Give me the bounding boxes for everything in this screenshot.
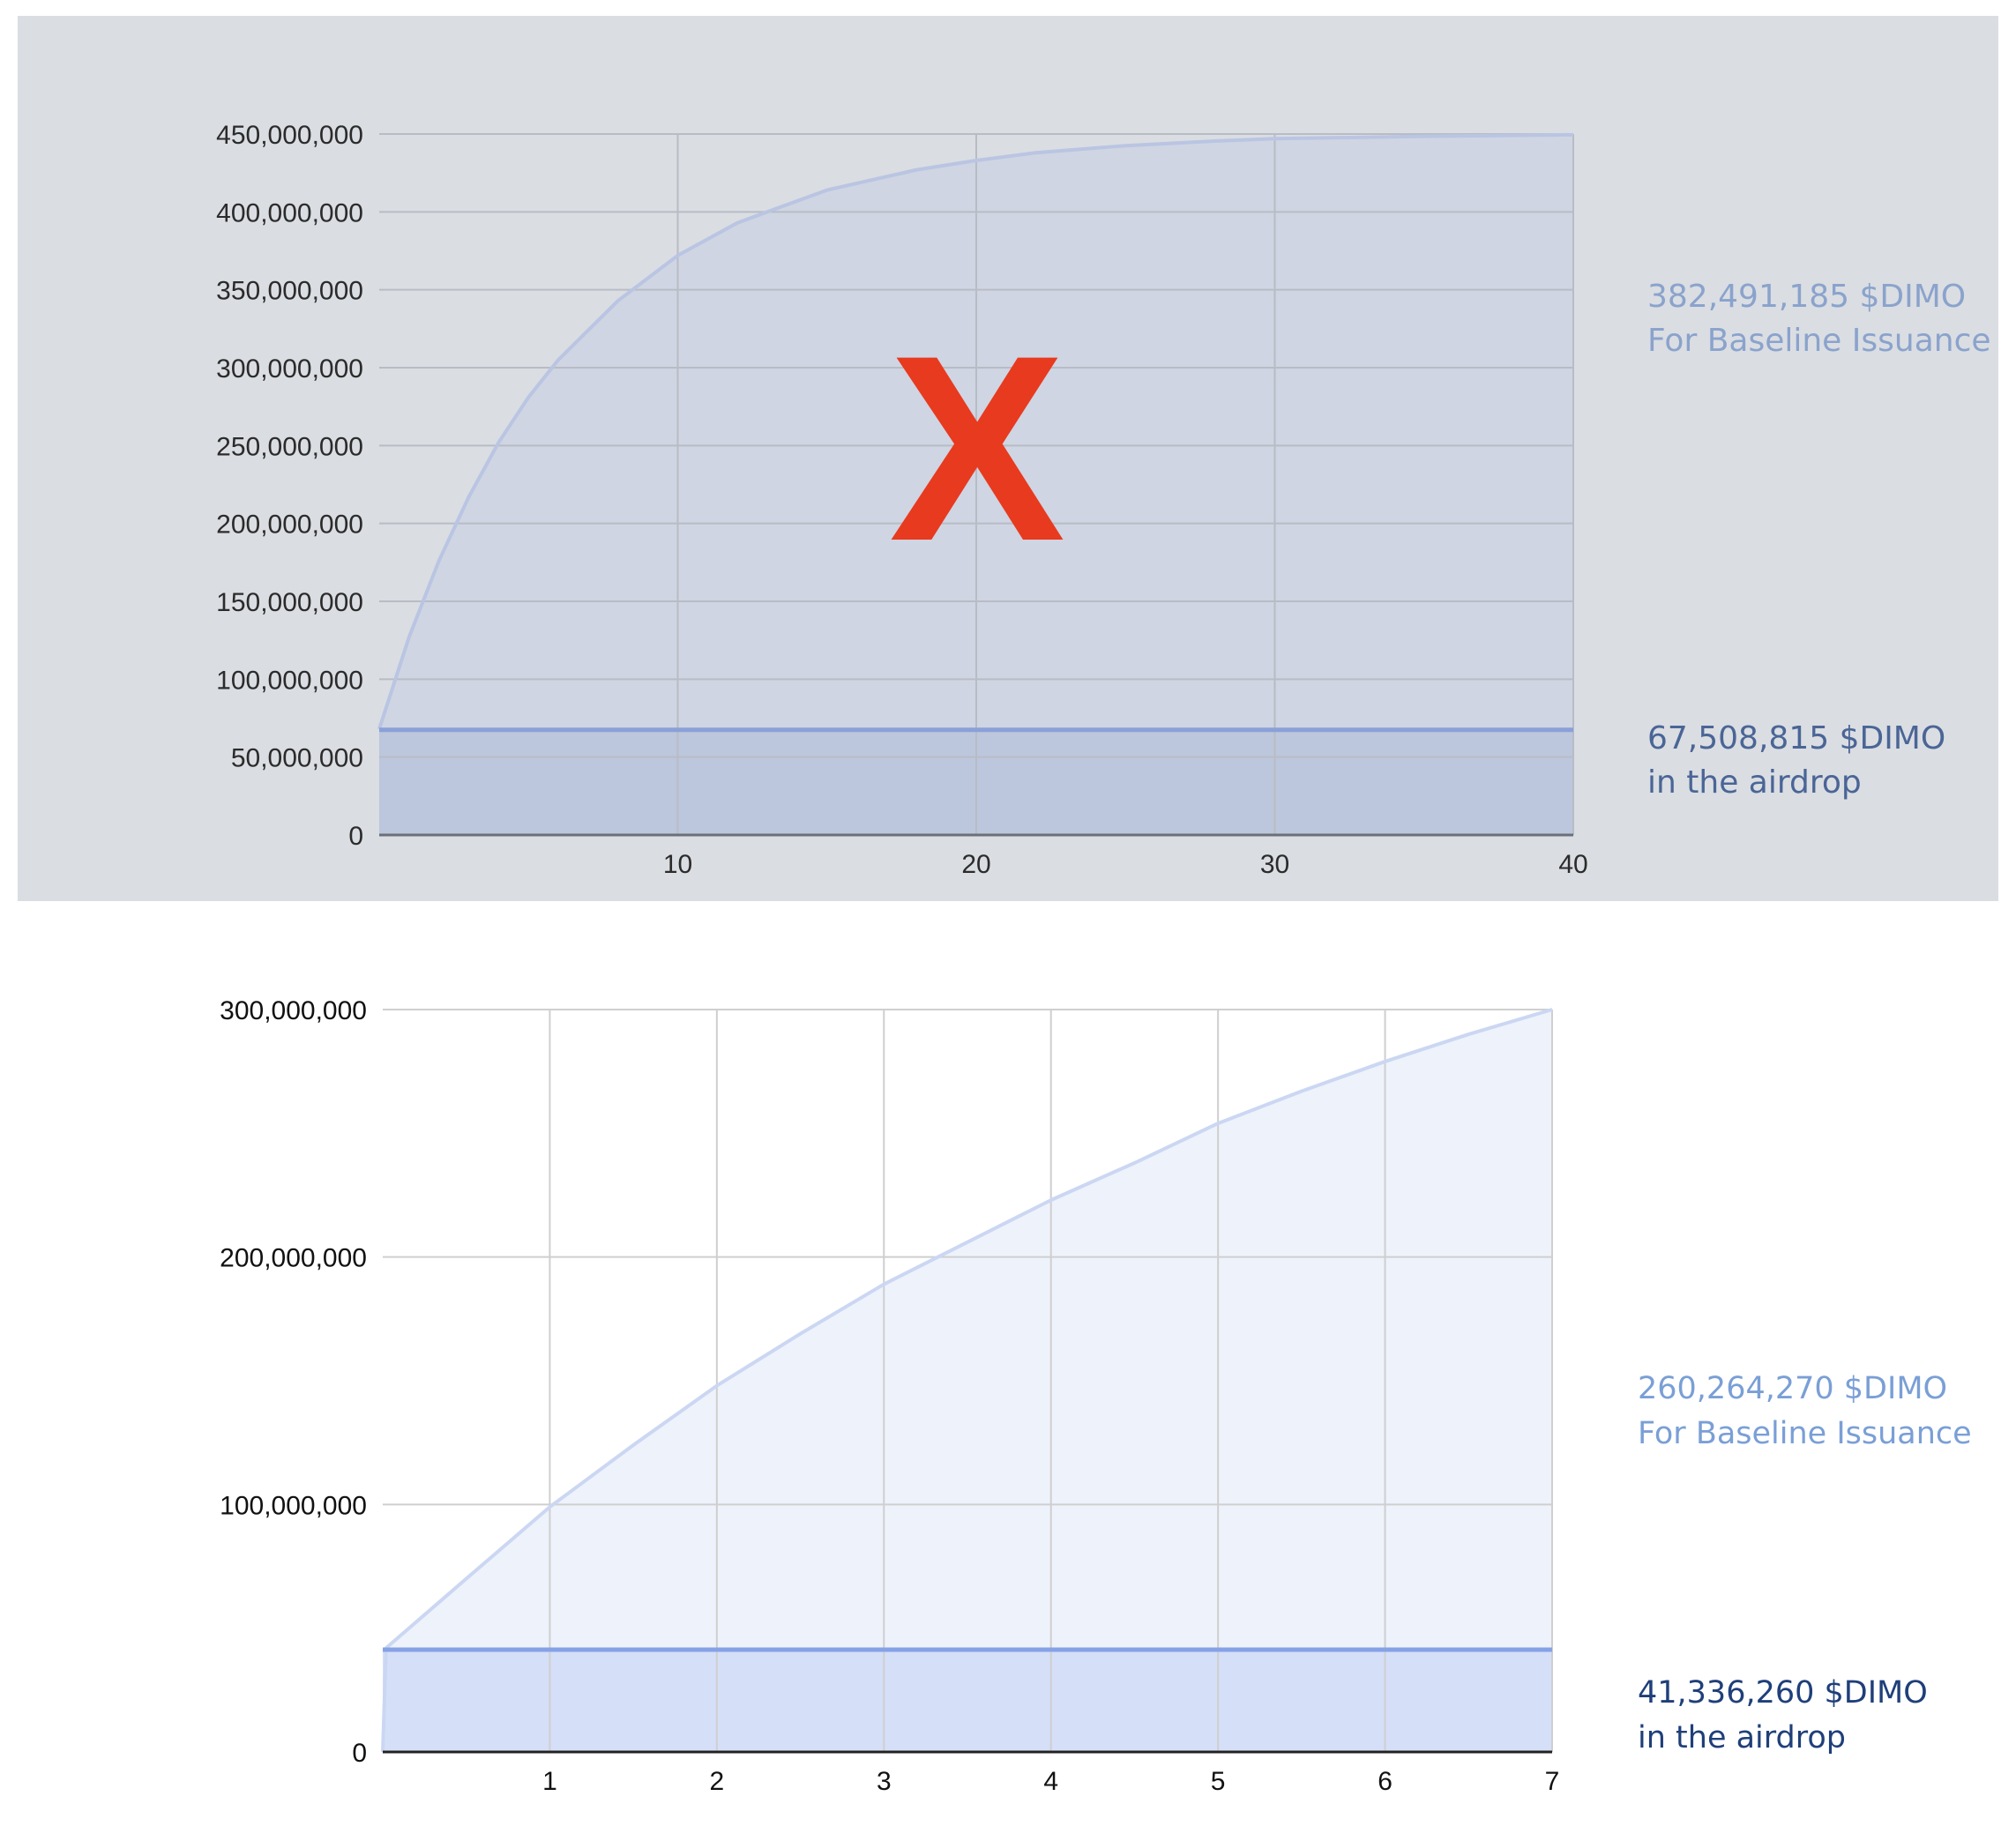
x-tick-label: 7 <box>1545 1767 1560 1796</box>
y-tick-label: 200,000,000 <box>216 511 363 540</box>
x-tick-label: 40 <box>1558 850 1587 879</box>
y-tick-label: 400,000,000 <box>216 198 363 227</box>
x-tick-label: 1 <box>542 1767 557 1796</box>
series-0-line <box>377 132 1574 730</box>
y-tick-label: 100,000,000 <box>216 666 363 695</box>
cross-mark-icon: X <box>889 300 1067 596</box>
x-tick-label: 6 <box>1378 1767 1393 1796</box>
series-0-line <box>381 1008 1553 1753</box>
y-tick-label: 350,000,000 <box>216 277 363 306</box>
y-tick-label: 100,000,000 <box>220 1491 367 1520</box>
bottom-airdrop-amount: 41,336,260 $DIMO <box>1638 1675 1928 1711</box>
x-tick-label: 2 <box>710 1767 725 1796</box>
x-tick-label: 4 <box>1043 1767 1058 1796</box>
bottom-baseline-amount: 260,264,270 $DIMO <box>1638 1371 1948 1406</box>
x-tick-label: 3 <box>877 1767 892 1796</box>
top-baseline-annotation: 382,491,185 $DIMO For Baseline Issuance <box>1647 275 1991 364</box>
bottom-airdrop-caption: in the airdrop <box>1638 1719 1847 1755</box>
series-1-area <box>383 1649 1552 1752</box>
x-tick-label: 5 <box>1211 1767 1226 1796</box>
bottom-baseline-caption: For Baseline Issuance <box>1638 1415 1972 1451</box>
x-tick-label: 10 <box>663 850 692 879</box>
x-tick-label: 20 <box>961 850 990 879</box>
bottom-baseline-annotation: 260,264,270 $DIMO For Baseline Issuance <box>1638 1367 1972 1457</box>
bottom-airdrop-annotation: 41,336,260 $DIMO in the airdrop <box>1638 1671 1928 1761</box>
x-tick-label: 30 <box>1260 850 1289 879</box>
top-airdrop-caption: in the airdrop <box>1647 764 1862 801</box>
top-baseline-amount: 382,491,185 $DIMO <box>1647 279 1967 315</box>
y-tick-label: 300,000,000 <box>216 354 363 384</box>
y-tick-label: 0 <box>348 822 363 851</box>
y-tick-label: 450,000,000 <box>216 121 363 150</box>
y-tick-label: 250,000,000 <box>216 432 363 461</box>
y-tick-label: 50,000,000 <box>231 744 363 773</box>
y-tick-label: 300,000,000 <box>220 996 367 1025</box>
top-airdrop-amount: 67,508,815 $DIMO <box>1647 720 1946 757</box>
y-tick-label: 0 <box>352 1739 367 1768</box>
series-0-area <box>383 1010 1552 1752</box>
y-tick-label: 150,000,000 <box>216 588 363 617</box>
top-airdrop-annotation: 67,508,815 $DIMO in the airdrop <box>1647 717 1945 806</box>
y-tick-label: 200,000,000 <box>220 1244 367 1273</box>
top-baseline-caption: For Baseline Issuance <box>1647 323 1991 360</box>
